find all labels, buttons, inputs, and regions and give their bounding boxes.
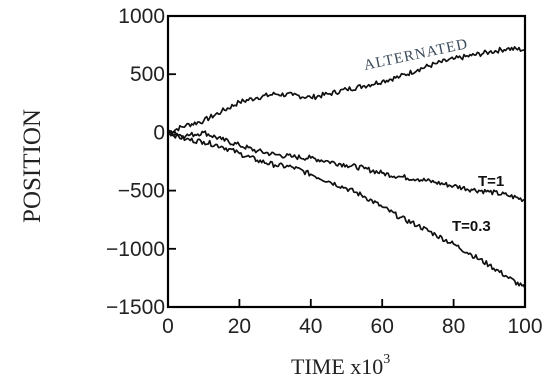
- x-axis-label-superscript: 3: [383, 352, 390, 367]
- y-tick-label: −500: [118, 180, 165, 203]
- annotation-t1: T=1: [478, 173, 504, 190]
- x-tick-label: 60: [371, 315, 394, 338]
- y-tick-label: 1000: [118, 5, 165, 28]
- x-tick-label: 80: [442, 315, 465, 338]
- y-tick-label: 500: [130, 63, 165, 86]
- x-tick-label: 40: [299, 315, 322, 338]
- annotation-t03: T=0.3: [452, 218, 491, 235]
- x-axis-label-main: TIME x10: [291, 354, 383, 379]
- y-tick-labels: 1000 500 0 −500 −1000 −1500: [106, 5, 165, 319]
- y-tick-label: 0: [153, 121, 165, 144]
- annotation-alternated: ALTERNATED: [363, 36, 470, 74]
- y-tick-label: −1000: [106, 238, 165, 261]
- x-tick-label: 100: [507, 315, 542, 338]
- x-axis-label: TIME x103: [291, 352, 390, 379]
- y-tick-label: −1500: [106, 296, 165, 319]
- x-tick-label: 0: [162, 315, 174, 338]
- series-line-t-1: [167, 129, 526, 203]
- series-layer: [167, 46, 526, 289]
- x-tick-labels: 0 20 40 60 80 100: [162, 315, 542, 338]
- plot-area-frame: [166, 14, 527, 309]
- series-line-t-0-3: [167, 131, 526, 289]
- series-line-alternated: [167, 46, 526, 134]
- y-axis-label: POSITION: [19, 109, 46, 223]
- x-tick-label: 20: [228, 315, 251, 338]
- ticks-layer: [167, 15, 526, 308]
